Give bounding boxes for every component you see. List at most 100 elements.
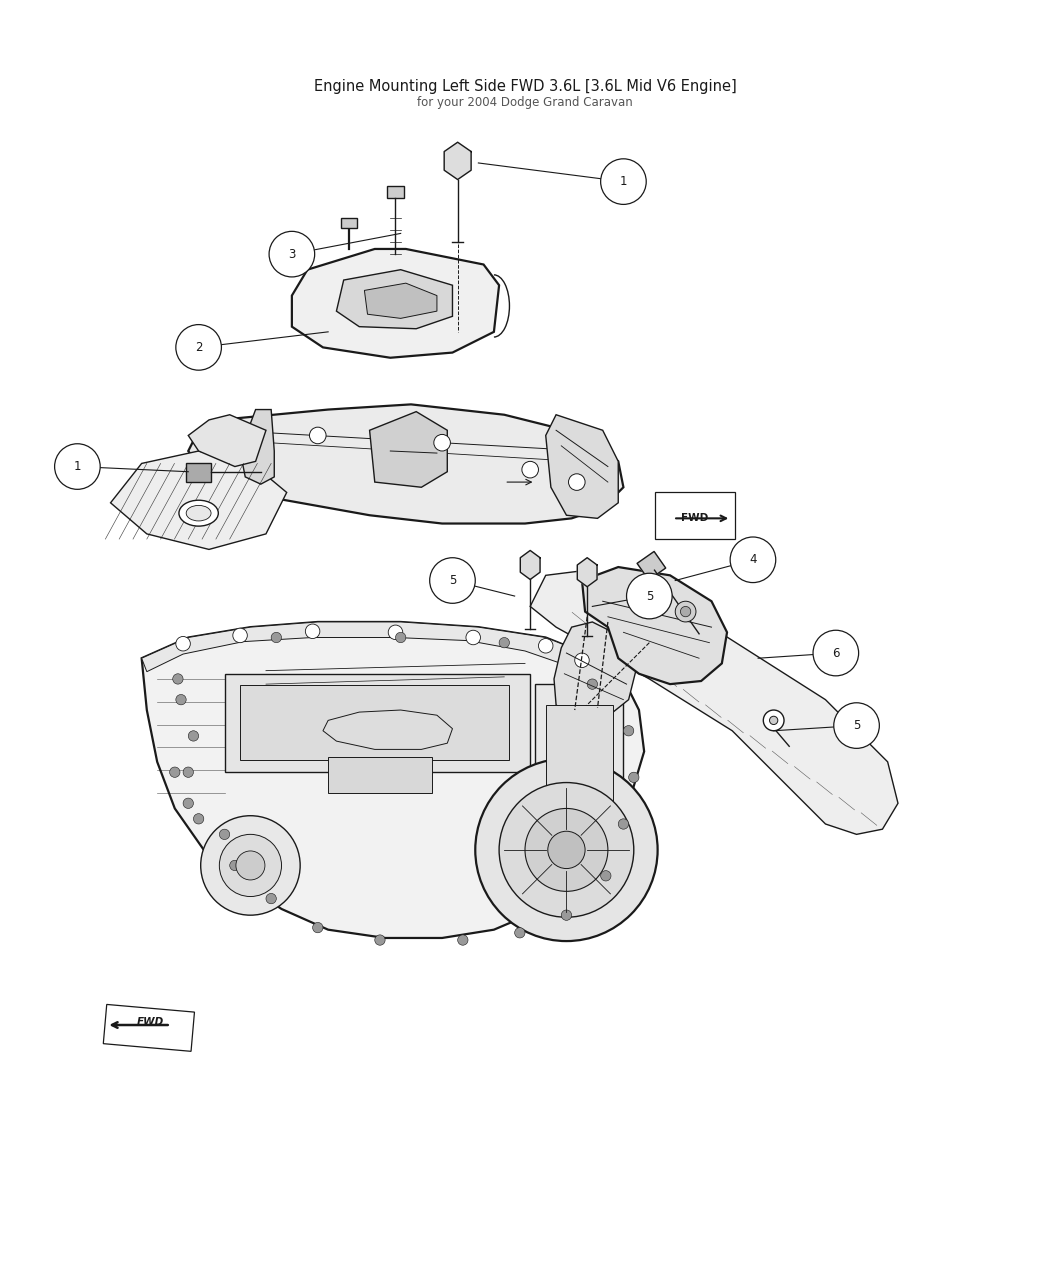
Text: FWD: FWD <box>681 514 709 523</box>
Circle shape <box>429 557 476 603</box>
Bar <box>387 186 404 198</box>
Circle shape <box>629 773 639 783</box>
Bar <box>340 218 357 228</box>
Polygon shape <box>142 622 597 672</box>
Polygon shape <box>142 622 644 938</box>
Circle shape <box>306 623 320 639</box>
Text: 2: 2 <box>195 340 203 354</box>
Circle shape <box>230 861 240 871</box>
Polygon shape <box>530 570 898 834</box>
Circle shape <box>183 768 193 778</box>
Text: 1: 1 <box>74 460 81 473</box>
Text: 4: 4 <box>750 553 757 566</box>
Circle shape <box>375 935 385 945</box>
Circle shape <box>175 636 190 652</box>
Polygon shape <box>521 551 540 579</box>
Circle shape <box>183 798 193 808</box>
Circle shape <box>313 922 323 933</box>
Bar <box>186 463 211 482</box>
Polygon shape <box>370 412 447 487</box>
Ellipse shape <box>178 500 218 527</box>
Text: for your 2004 Dodge Grand Caravan: for your 2004 Dodge Grand Caravan <box>417 96 633 110</box>
Circle shape <box>396 632 406 643</box>
Circle shape <box>539 639 553 653</box>
Circle shape <box>271 632 281 643</box>
Polygon shape <box>292 249 499 358</box>
Text: FWD: FWD <box>136 1017 164 1026</box>
Polygon shape <box>323 710 453 750</box>
Text: Engine Mounting Left Side FWD 3.6L [3.6L Mid V6 Engine]: Engine Mounting Left Side FWD 3.6L [3.6L… <box>314 79 736 93</box>
Circle shape <box>514 928 525 938</box>
Text: 3: 3 <box>288 247 295 260</box>
Circle shape <box>170 768 180 778</box>
Circle shape <box>466 630 481 645</box>
Ellipse shape <box>186 505 211 521</box>
Polygon shape <box>554 622 639 720</box>
Text: 6: 6 <box>832 646 840 659</box>
Bar <box>329 756 432 793</box>
Circle shape <box>310 427 327 444</box>
Circle shape <box>266 894 276 904</box>
Circle shape <box>269 231 315 277</box>
Circle shape <box>525 808 608 891</box>
Circle shape <box>233 629 248 643</box>
Bar <box>103 1005 194 1052</box>
Circle shape <box>193 813 204 824</box>
Circle shape <box>476 759 657 941</box>
Bar <box>546 705 613 829</box>
Polygon shape <box>188 414 266 467</box>
Text: 5: 5 <box>853 719 860 732</box>
Circle shape <box>618 819 629 829</box>
Polygon shape <box>110 451 287 550</box>
Circle shape <box>763 710 784 731</box>
Circle shape <box>675 602 696 622</box>
Circle shape <box>680 607 691 617</box>
Circle shape <box>201 816 300 915</box>
Circle shape <box>601 871 611 881</box>
Circle shape <box>634 590 644 602</box>
Circle shape <box>388 625 403 640</box>
Bar <box>225 673 530 773</box>
Polygon shape <box>188 404 624 524</box>
Circle shape <box>236 850 265 880</box>
Text: 5: 5 <box>646 589 653 603</box>
Circle shape <box>175 695 186 705</box>
Polygon shape <box>578 557 597 586</box>
Circle shape <box>730 537 776 583</box>
Polygon shape <box>582 567 727 685</box>
Circle shape <box>587 680 597 690</box>
Circle shape <box>55 444 100 490</box>
Circle shape <box>522 462 539 478</box>
Text: 5: 5 <box>448 574 456 586</box>
Polygon shape <box>444 143 471 180</box>
Circle shape <box>434 435 450 451</box>
Circle shape <box>601 159 646 204</box>
Bar <box>240 685 509 760</box>
Circle shape <box>562 910 571 921</box>
Polygon shape <box>240 409 274 484</box>
Circle shape <box>219 834 281 896</box>
Circle shape <box>629 585 649 607</box>
Circle shape <box>624 725 634 736</box>
Circle shape <box>627 574 672 618</box>
Polygon shape <box>637 552 666 580</box>
Polygon shape <box>546 414 618 519</box>
Circle shape <box>499 638 509 648</box>
Circle shape <box>574 653 589 668</box>
Circle shape <box>219 829 230 839</box>
Circle shape <box>188 731 198 741</box>
Circle shape <box>499 783 634 917</box>
Circle shape <box>568 474 585 491</box>
Circle shape <box>813 630 859 676</box>
Circle shape <box>770 717 778 724</box>
Polygon shape <box>364 283 437 319</box>
Circle shape <box>175 325 222 370</box>
Circle shape <box>172 673 183 685</box>
Bar <box>654 492 735 539</box>
Circle shape <box>834 703 879 748</box>
Circle shape <box>548 831 585 868</box>
Bar <box>536 685 624 845</box>
Text: 1: 1 <box>620 175 627 189</box>
Polygon shape <box>336 270 453 329</box>
Circle shape <box>458 935 468 945</box>
